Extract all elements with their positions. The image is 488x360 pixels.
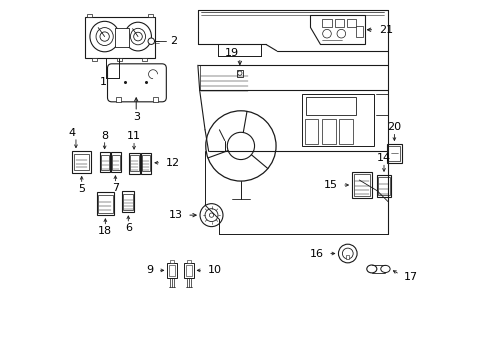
Bar — [386, 144, 401, 163]
Text: 9: 9 — [146, 265, 153, 275]
Circle shape — [100, 32, 109, 41]
Bar — [322, 19, 331, 27]
Bar — [186, 260, 191, 263]
Bar — [236, 70, 243, 77]
Ellipse shape — [130, 28, 145, 45]
Bar — [346, 19, 355, 27]
Text: 3: 3 — [132, 112, 140, 122]
Bar — [147, 14, 153, 17]
Circle shape — [148, 38, 154, 44]
Circle shape — [205, 111, 276, 181]
Circle shape — [204, 209, 218, 222]
Text: 20: 20 — [386, 122, 401, 132]
Bar — [97, 192, 114, 215]
Bar — [346, 255, 348, 259]
Text: 2: 2 — [170, 36, 177, 46]
Bar — [112, 155, 120, 170]
Bar — [130, 155, 139, 171]
Bar — [169, 260, 174, 263]
Text: 19: 19 — [224, 48, 239, 58]
FancyBboxPatch shape — [153, 97, 158, 102]
Bar — [168, 265, 175, 276]
Bar — [111, 152, 121, 172]
Circle shape — [336, 30, 345, 38]
Text: 5: 5 — [78, 184, 85, 194]
Bar — [339, 119, 352, 144]
Circle shape — [342, 248, 352, 259]
Text: 21: 21 — [378, 25, 392, 35]
Bar — [98, 195, 112, 213]
FancyBboxPatch shape — [107, 64, 166, 102]
Bar — [167, 263, 176, 278]
Bar — [351, 172, 371, 198]
Text: 12: 12 — [165, 158, 180, 168]
Bar — [92, 58, 97, 61]
Circle shape — [322, 30, 330, 38]
Text: 8: 8 — [101, 131, 108, 140]
Polygon shape — [309, 15, 365, 44]
Ellipse shape — [380, 265, 389, 273]
Text: 11: 11 — [127, 131, 141, 141]
Bar — [129, 153, 140, 174]
Text: 15: 15 — [323, 180, 337, 190]
Text: 18: 18 — [98, 226, 112, 236]
Bar — [142, 58, 147, 61]
Text: 4: 4 — [68, 128, 75, 138]
Bar — [86, 14, 92, 17]
Text: 1: 1 — [99, 77, 106, 87]
Bar — [117, 58, 122, 61]
Bar — [100, 152, 110, 172]
Bar — [185, 265, 192, 276]
Bar — [122, 192, 134, 212]
Text: 7: 7 — [112, 183, 119, 193]
Bar — [378, 177, 389, 195]
Ellipse shape — [90, 21, 119, 52]
Bar — [101, 155, 109, 170]
Circle shape — [338, 244, 356, 263]
Ellipse shape — [124, 22, 151, 51]
Circle shape — [227, 132, 254, 159]
Bar — [72, 151, 91, 173]
Bar — [387, 146, 400, 161]
Bar — [353, 174, 369, 196]
Bar — [122, 194, 133, 210]
Bar — [321, 119, 335, 144]
Text: 6: 6 — [124, 223, 132, 233]
Bar — [140, 153, 151, 174]
Text: 17: 17 — [403, 272, 417, 282]
Circle shape — [209, 213, 213, 217]
Bar — [334, 19, 343, 27]
Bar — [376, 175, 390, 197]
Bar — [301, 94, 373, 146]
Ellipse shape — [96, 28, 113, 45]
Bar — [304, 119, 318, 144]
FancyBboxPatch shape — [85, 17, 155, 58]
Bar — [305, 97, 356, 116]
Ellipse shape — [366, 265, 376, 273]
Text: 10: 10 — [207, 265, 221, 275]
Text: 14: 14 — [376, 153, 390, 163]
Bar — [142, 155, 150, 171]
Bar — [356, 26, 362, 37]
Bar — [115, 28, 129, 47]
FancyBboxPatch shape — [116, 97, 121, 102]
Bar — [184, 263, 193, 278]
Text: 16: 16 — [309, 248, 323, 258]
Circle shape — [237, 71, 242, 75]
Text: 13: 13 — [168, 210, 183, 220]
Circle shape — [200, 204, 223, 226]
Circle shape — [133, 32, 142, 41]
Bar — [74, 154, 89, 170]
